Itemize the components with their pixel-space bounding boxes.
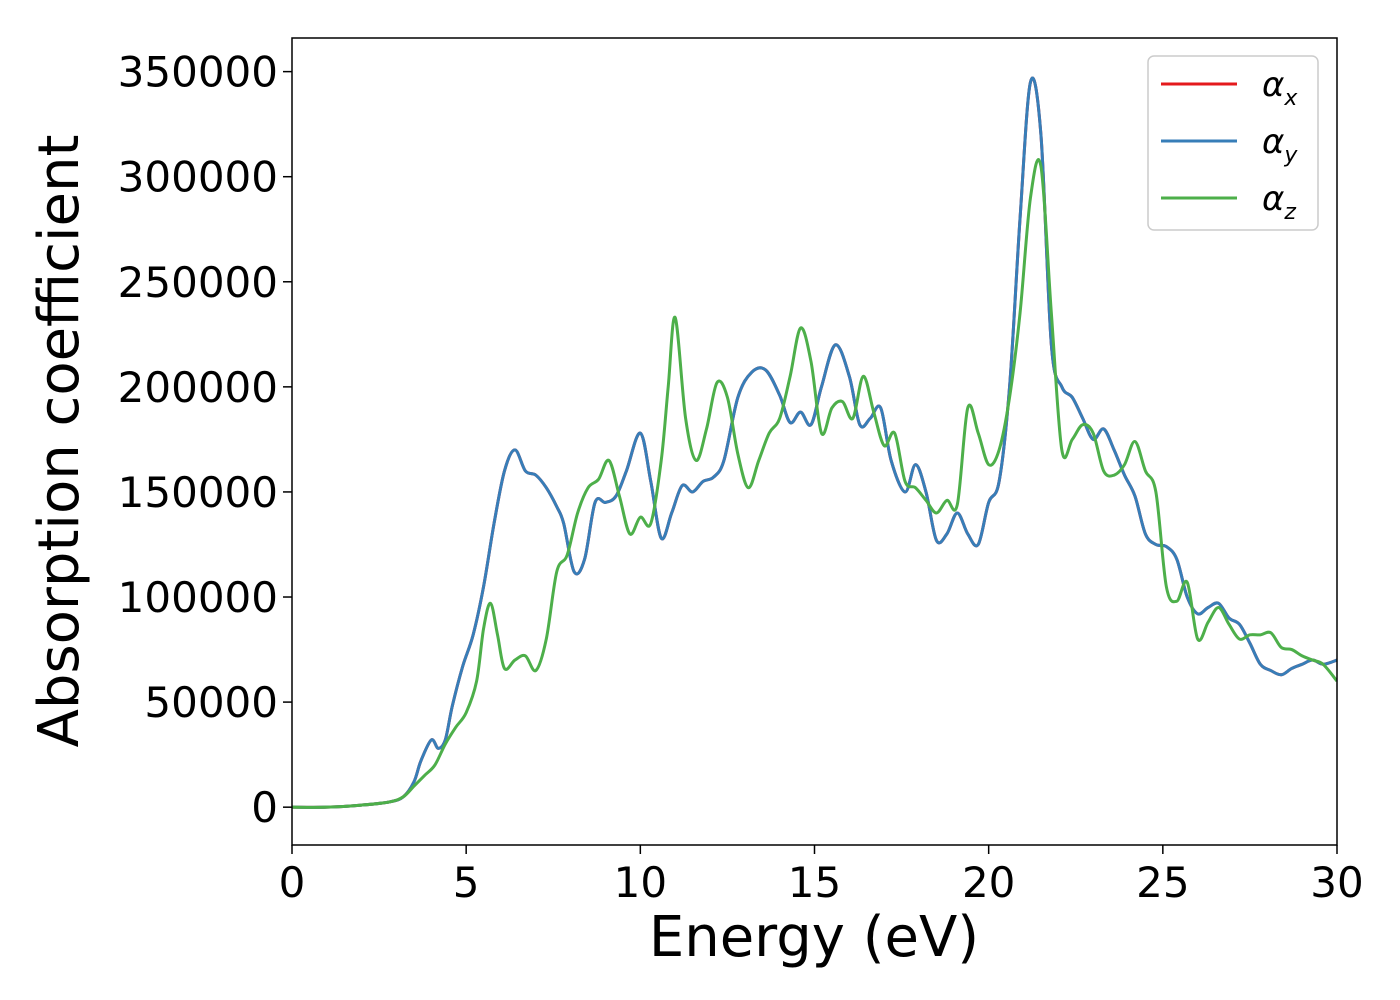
y-tick-label: 200000 bbox=[118, 363, 278, 412]
y-tick-label: 300000 bbox=[118, 153, 278, 202]
x-axis-ticks: 0 5 10 15 20 25 30 bbox=[279, 845, 1364, 907]
series-line-z bbox=[292, 158, 1337, 809]
series-line-y bbox=[292, 76, 1337, 809]
y-axis-ticks: 0 50000 100000 150000 200000 250000 300000 3500… bbox=[118, 48, 292, 832]
x-tick-label: 10 bbox=[614, 858, 667, 907]
y-tick-label: 0 bbox=[251, 783, 278, 832]
x-tick-label: 5 bbox=[453, 858, 480, 907]
series-lines bbox=[292, 76, 1337, 809]
y-axis-title: Absorption coefficient bbox=[27, 135, 92, 748]
legend-box bbox=[1147, 55, 1319, 231]
x-tick-label: 20 bbox=[962, 858, 1015, 907]
x-tick-label: 0 bbox=[279, 858, 306, 907]
legend-label-x: αx bbox=[1262, 65, 1298, 111]
legend-label-y: αy bbox=[1262, 122, 1298, 168]
y-tick-label: 100000 bbox=[118, 573, 278, 622]
x-tick-label: 25 bbox=[1136, 858, 1189, 907]
legend-label-z: αz bbox=[1262, 179, 1296, 225]
y-tick-label: 250000 bbox=[118, 258, 278, 307]
y-tick-label: 150000 bbox=[118, 468, 278, 517]
x-tick-label: 30 bbox=[1310, 858, 1363, 907]
y-tick-label: 50000 bbox=[144, 678, 278, 727]
legend: αx αy αz bbox=[1147, 55, 1319, 231]
x-axis-title: Energy (eV) bbox=[649, 905, 979, 970]
y-tick-label: 350000 bbox=[118, 48, 278, 97]
x-tick-label: 15 bbox=[788, 858, 841, 907]
